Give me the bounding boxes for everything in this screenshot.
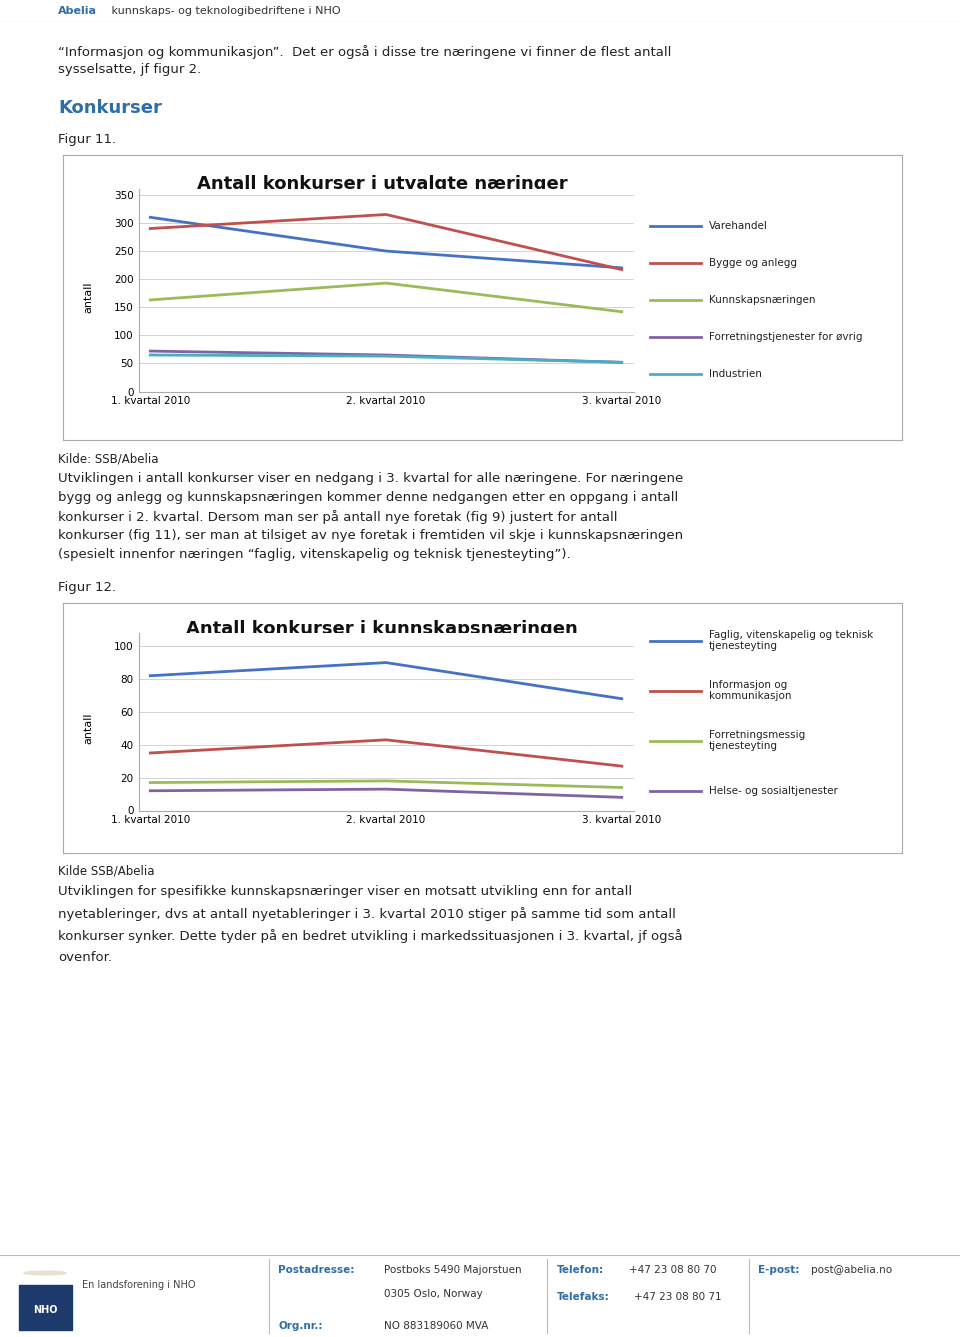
Text: +47 23 08 80 71: +47 23 08 80 71 <box>634 1292 721 1302</box>
Text: Kunnskapsnæringen: Kunnskapsnæringen <box>709 295 816 305</box>
Text: Bygge og anlegg: Bygge og anlegg <box>709 258 797 269</box>
Text: bygg og anlegg og kunnskapsnæringen kommer denne nedgangen etter en oppgang i an: bygg og anlegg og kunnskapsnæringen komm… <box>58 491 679 504</box>
Text: kunnskaps- og teknologibedriftene i NHO: kunnskaps- og teknologibedriftene i NHO <box>108 5 341 16</box>
Text: post@abelia.no: post@abelia.no <box>811 1265 893 1275</box>
Text: Postadresse:: Postadresse: <box>278 1265 355 1275</box>
Text: (spesielt innenfor næringen “faglig, vitenskapelig og teknisk tjenesteyting”).: (spesielt innenfor næringen “faglig, vit… <box>58 548 570 562</box>
Text: +47 23 08 80 70: +47 23 08 80 70 <box>629 1265 716 1275</box>
Text: konkurser i 2. kvartal. Dersom man ser på antall nye foretak (fig 9) justert for: konkurser i 2. kvartal. Dersom man ser p… <box>58 509 617 524</box>
Bar <box>19 1285 72 1330</box>
Text: NO 883189060 MVA: NO 883189060 MVA <box>384 1321 489 1330</box>
Text: ovenfor.: ovenfor. <box>58 951 112 964</box>
Text: konkurser (fig 11), ser man at tilsiget av nye foretak i fremtiden vil skje i ku: konkurser (fig 11), ser man at tilsiget … <box>58 529 684 541</box>
Text: Faglig, vitenskapelig og teknisk
tjenesteyting: Faglig, vitenskapelig og teknisk tjenest… <box>709 630 874 651</box>
Text: Varehandel: Varehandel <box>709 221 768 231</box>
Text: Kilde: SSB/Abelia: Kilde: SSB/Abelia <box>58 452 158 465</box>
Text: E-post:: E-post: <box>758 1265 800 1275</box>
Text: Telefon:: Telefon: <box>557 1265 604 1275</box>
Text: En landsforening i NHO: En landsforening i NHO <box>82 1280 195 1290</box>
Text: “Informasjon og kommunikasjon”.  Det er også i disse tre næringene vi finner de : “Informasjon og kommunikasjon”. Det er o… <box>58 45 671 59</box>
Text: Telefaks:: Telefaks: <box>557 1292 610 1302</box>
Text: Org.nr.:: Org.nr.: <box>278 1321 323 1330</box>
Text: Forretningsmessig
tjenesteyting: Forretningsmessig tjenesteyting <box>709 730 805 751</box>
Text: Figur 12.: Figur 12. <box>58 582 116 594</box>
Circle shape <box>24 1271 66 1275</box>
Text: Utviklingen i antall konkurser viser en nedgang i 3. kvartal for alle næringene.: Utviklingen i antall konkurser viser en … <box>58 472 684 485</box>
Text: antall: antall <box>84 713 93 743</box>
Text: 0305 Oslo, Norway: 0305 Oslo, Norway <box>384 1289 483 1300</box>
Text: Abelia: Abelia <box>58 5 97 16</box>
Text: Forretningstjenester for øvrig: Forretningstjenester for øvrig <box>709 333 862 342</box>
Text: Konkurser: Konkurser <box>58 99 162 118</box>
Text: Helse- og sosialtjenester: Helse- og sosialtjenester <box>709 786 838 796</box>
Text: Industrien: Industrien <box>709 369 762 380</box>
Text: nyetableringer, dvs at antall nyetableringer i 3. kvartal 2010 stiger på samme t: nyetableringer, dvs at antall nyetableri… <box>58 906 676 921</box>
Text: Informasjon og
kommunikasjon: Informasjon og kommunikasjon <box>709 679 792 702</box>
Text: konkurser synker. Dette tyder på en bedret utvikling i markedssituasjonen i 3. k: konkurser synker. Dette tyder på en bedr… <box>58 929 683 943</box>
Text: Antall konkurser i utvalgte næringer: Antall konkurser i utvalgte næringer <box>197 175 567 193</box>
Text: Figur 11.: Figur 11. <box>58 132 116 146</box>
Text: NHO: NHO <box>33 1305 58 1316</box>
Text: Kilde SSB/Abelia: Kilde SSB/Abelia <box>58 865 155 878</box>
Text: sysselsatte, jf figur 2.: sysselsatte, jf figur 2. <box>58 63 202 76</box>
Text: Utviklingen for spesifikke kunnskapsnæringer viser en motsatt utvikling enn for : Utviklingen for spesifikke kunnskapsnæri… <box>58 885 632 898</box>
Text: Postboks 5490 Majorstuen: Postboks 5490 Majorstuen <box>384 1265 521 1275</box>
Text: Antall konkurser i kunnskapsnæringen: Antall konkurser i kunnskapsnæringen <box>186 620 578 639</box>
Text: antall: antall <box>84 282 93 313</box>
